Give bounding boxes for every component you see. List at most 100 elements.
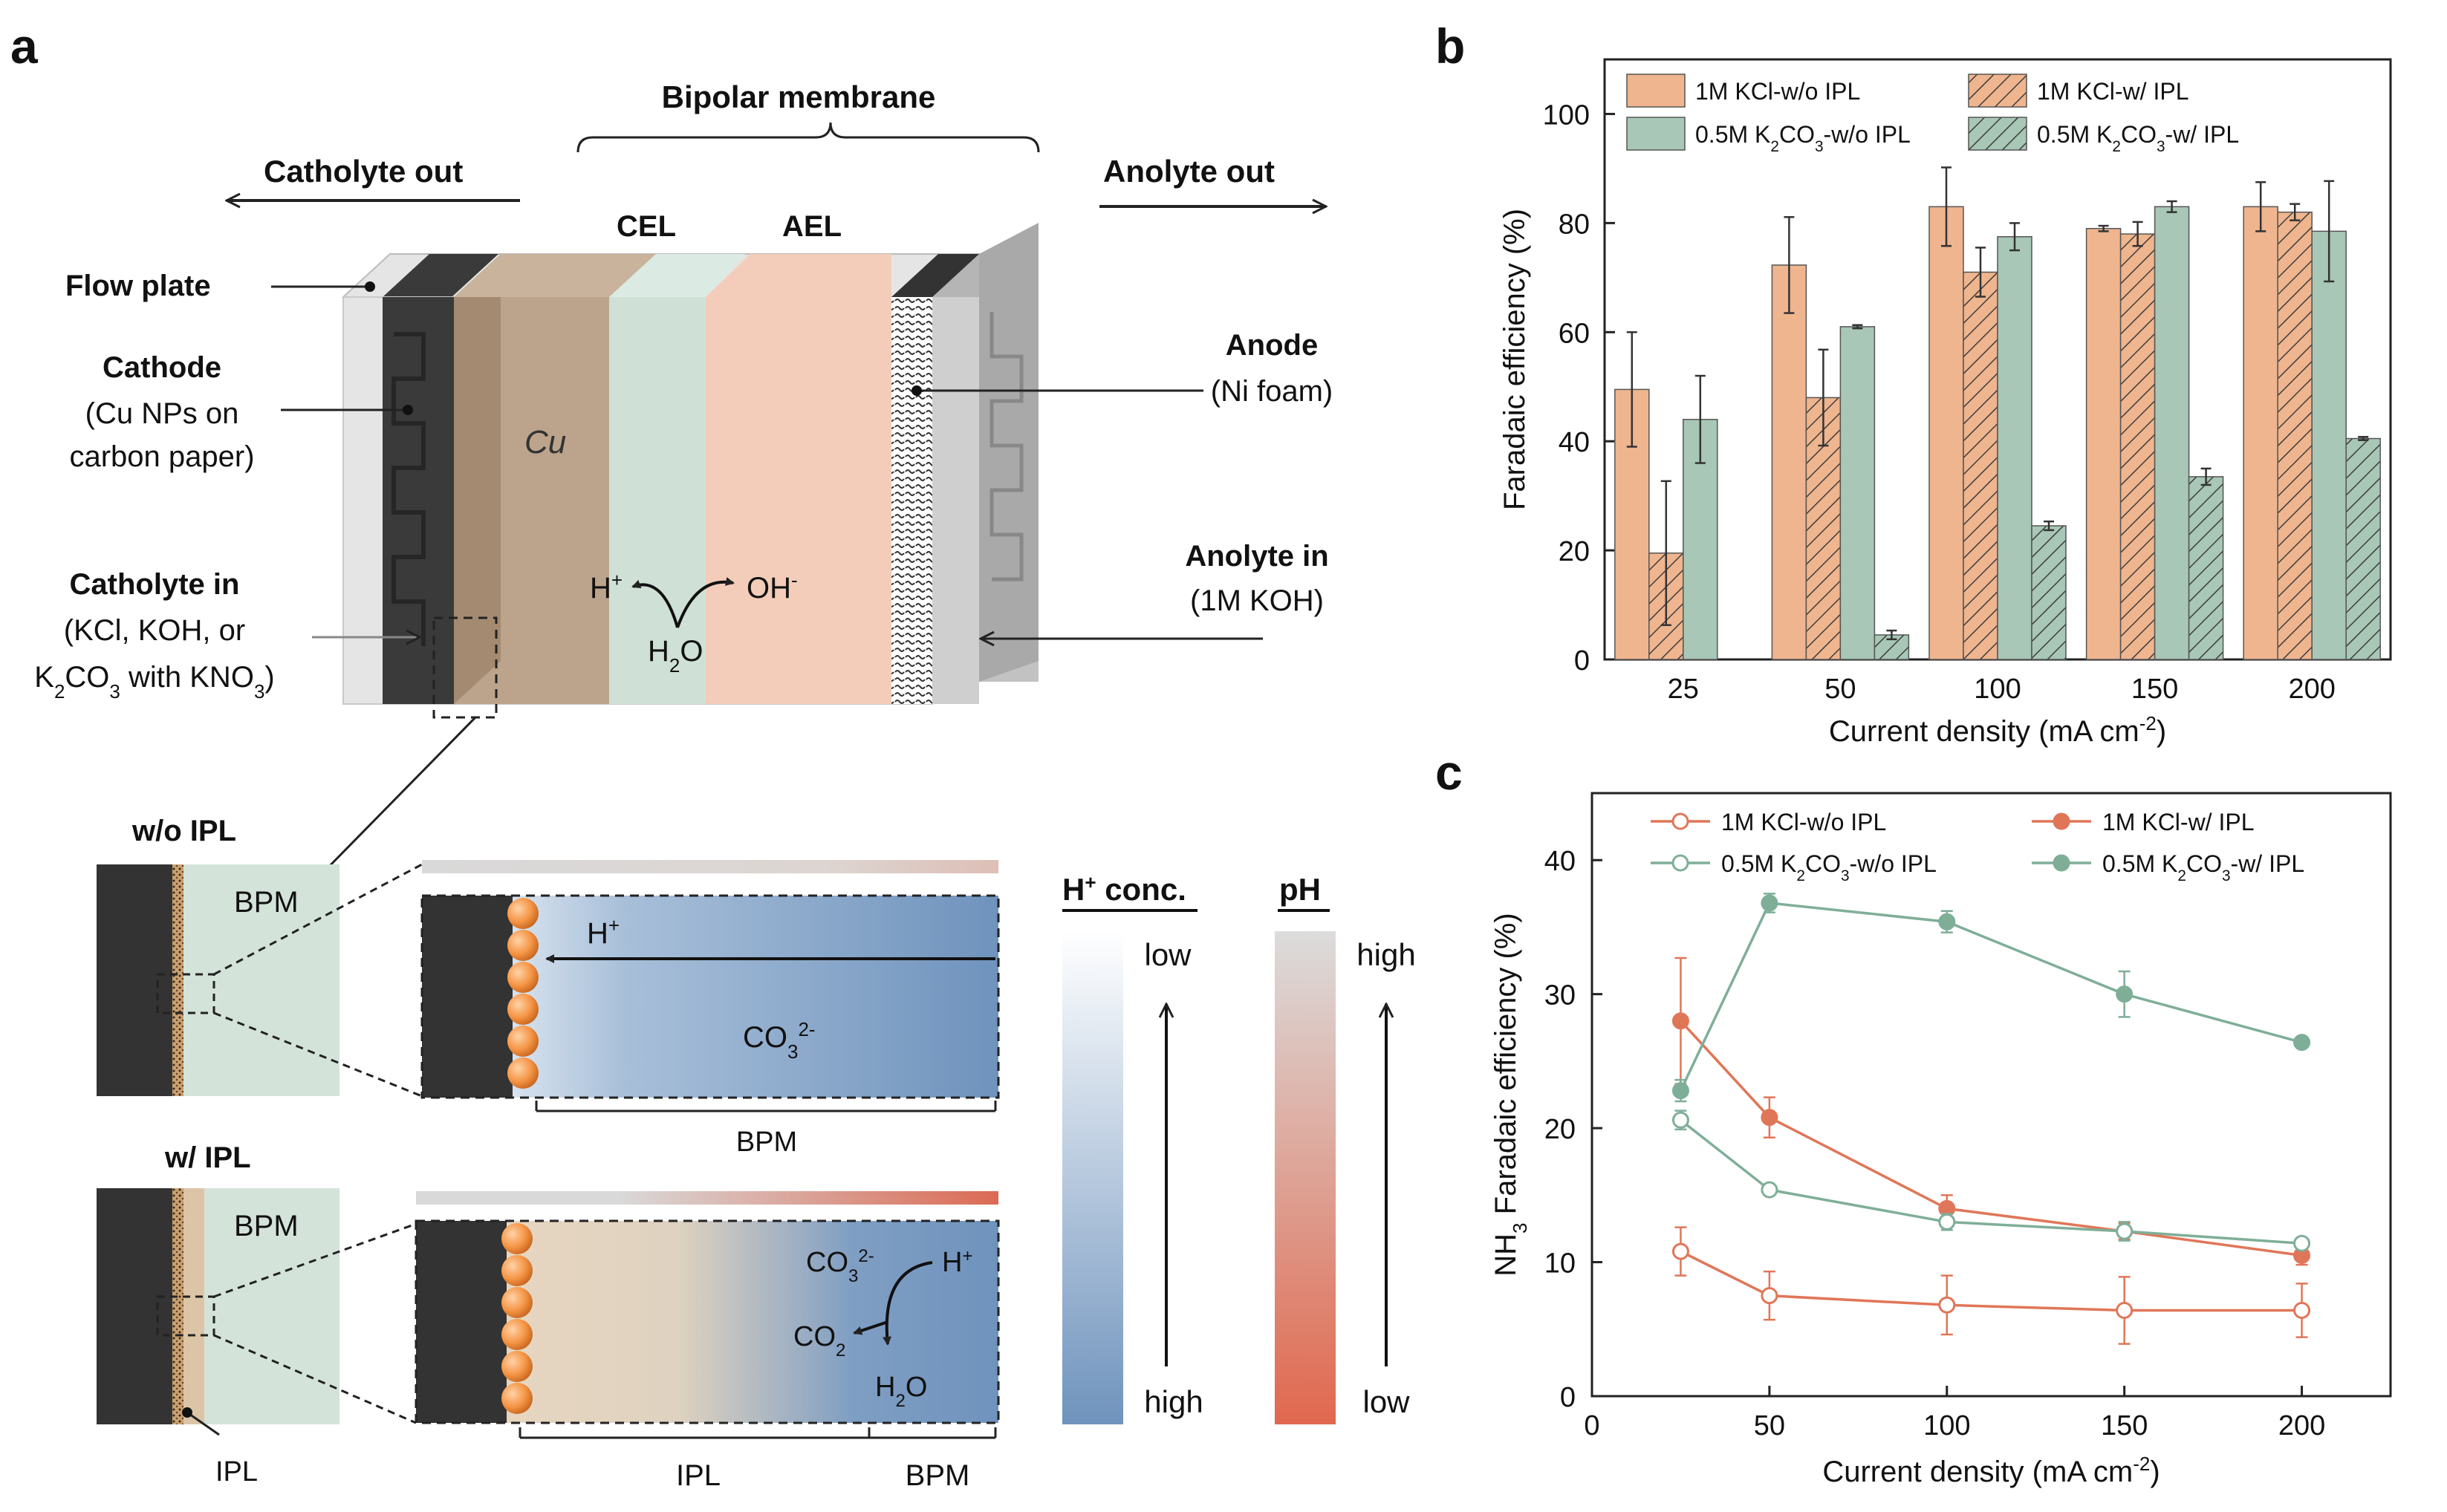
w-ipl-schematic: w/ IPL BPM IPL CO32- (97, 1141, 1000, 1492)
anode-label: Anode (1226, 329, 1318, 362)
y-axis-label: Faradaic efficiency (%) (1498, 209, 1531, 510)
svg-text:H+: H+ (587, 914, 620, 950)
bar-0-5m-k2co3-w-ipl-200 (2345, 437, 2381, 660)
panel-c-line-chart: c 0 10 20 30 40 0 50 100 150 200 NH3 Faradaic effi… (1435, 745, 2392, 1488)
h-conc-gradient-bar (1062, 931, 1123, 1424)
cathode-desc-1: (Cu NPs on (85, 397, 239, 430)
ael-label: AEL (782, 210, 842, 243)
anolyte-in-desc: (1M KOH) (1190, 584, 1324, 617)
w-ipl-label: w/ IPL (164, 1141, 251, 1174)
catholyte-out-label: Catholyte out (264, 154, 463, 189)
flow-plate-label: Flow plate (65, 270, 211, 302)
series-0-5m-k2co3-w-o-ipl (1671, 1109, 2311, 1252)
bar-1m-kcl-w-o-ipl-50 (1771, 264, 1807, 660)
ph-scale: pH high low (1275, 872, 1416, 1424)
legend: 1M KCl-w/o IPL 1M KCl-w/ IPL 0.5M K2CO3-w/… (1651, 809, 2304, 884)
y-tick-label: 60 (1559, 318, 1590, 349)
svg-text:H+: H+ (590, 569, 623, 605)
data-point (1671, 1242, 1689, 1260)
data-point (2293, 1034, 2311, 1052)
data-point (2116, 1302, 2134, 1320)
cel-label: CEL (617, 210, 676, 243)
ipl-bracket-label: IPL (676, 1459, 721, 1492)
x-tick-label: 0 (1584, 1410, 1599, 1441)
cel-layer (609, 297, 706, 704)
wo-bpm-bracket-label: BPM (736, 1127, 797, 1158)
data-point (1938, 913, 1956, 931)
x-axis-label: Current density (mA cm-2) (1829, 712, 2166, 748)
y-tick-label: 20 (1559, 536, 1590, 567)
cathode-desc-2: carbon paper) (69, 440, 254, 473)
data-point (2116, 985, 2134, 1003)
y-tick-label: 0 (1560, 1382, 1576, 1413)
catholyte-in-desc-2: K2CO3 with KNO3) (34, 661, 274, 703)
plot-frame (1590, 792, 2392, 1398)
x-tick-label: 150 (2101, 1410, 2148, 1441)
y-tick-label: 10 (1544, 1248, 1576, 1280)
ni-foam-anode (891, 297, 932, 704)
panel-a: a Cu (10, 19, 1416, 1492)
anolyte-in-label: Anolyte in (1185, 540, 1328, 573)
wo-cu-particles (507, 898, 539, 1089)
bar-1m-kcl-w-ipl-100 (1963, 271, 1998, 660)
series-line (1679, 902, 2303, 1092)
svg-text:H2O: H2O (648, 635, 703, 677)
anode-desc: (Ni foam) (1211, 375, 1333, 408)
legend-label: 0.5M K2CO3-w/o IPL (1721, 850, 1937, 884)
bpm-bracket-label: BPM (906, 1459, 970, 1492)
data-point (1671, 1082, 1689, 1100)
bar-0-5m-k2co3-w-o-ipl-150 (2154, 206, 2190, 660)
legend-label: 1M KCl-w/ IPL (2037, 78, 2188, 105)
data-point (1671, 1012, 1689, 1030)
x-tick-label: 150 (2131, 674, 2178, 705)
svg-text:OH-: OH- (747, 569, 798, 605)
legend-marker (1671, 854, 1689, 872)
y-axis-label: NH3 Faradaic efficiency (%) (1489, 913, 1531, 1276)
bar-1m-kcl-w-o-ipl-150 (2085, 227, 2122, 660)
legend-swatch (1968, 117, 2027, 151)
legend-label: 1M KCl-w/o IPL (1721, 809, 1886, 835)
svg-text:CO2: CO2 (793, 1321, 845, 1361)
bipolar-membrane-label: Bipolar membrane (662, 79, 936, 114)
svg-text:CO32-: CO32- (743, 1018, 816, 1063)
bar-0-5m-k2co3-w-o-ipl-200 (2311, 230, 2347, 660)
x-tick-label: 100 (1923, 1410, 1970, 1441)
faradaic-efficiency-bar-chart: 0 20 40 60 80 100 Faradaic efficiency (%) Curre… (1498, 58, 2392, 748)
water-dissociation: H+ OH- H2O (590, 569, 798, 677)
flow-cell-diagram: Cu Bipolar membrane CEL AEL H+ OH- (341, 79, 1040, 719)
x-axis-label: Current density (mA cm-2) (1822, 1453, 2160, 1488)
bar-1m-kcl-w-ipl-150 (2119, 233, 2156, 660)
bar-0-5m-k2co3-w-o-ipl-50 (1839, 326, 1876, 660)
x-tick-label: 50 (1824, 674, 1856, 705)
y-tick-label: 20 (1544, 1114, 1576, 1145)
h-conc-label: H+ conc. (1062, 871, 1186, 907)
ael-layer (706, 254, 847, 704)
wo-ph-bar (422, 860, 998, 873)
cathode-label: Cathode (103, 351, 221, 384)
x-tick-label: 25 (1668, 674, 1699, 705)
legend-swatch (1626, 117, 1686, 151)
x-tick-label: 200 (2278, 1410, 2325, 1441)
panel-b-bar-chart: b 0 20 40 60 80 100 Faradaic efficiency (%) Cur… (1435, 19, 2392, 748)
y-tick-label: 30 (1544, 980, 1576, 1011)
nh3-faradaic-efficiency-line-chart: 0 10 20 30 40 0 50 100 150 200 NH3 Faradaic effici… (1489, 792, 2392, 1488)
data-point (2293, 1234, 2311, 1252)
h-conc-high: high (1144, 1384, 1203, 1419)
data-point (2293, 1302, 2311, 1320)
bar-0-5m-k2co3-w-ipl-150 (2188, 476, 2224, 660)
panel-label-a: a (10, 19, 39, 74)
anolyte-out-label: Anolyte out (1103, 154, 1275, 189)
wo-bpm-label: BPM (234, 886, 299, 919)
data-point (1938, 1296, 1956, 1314)
ph-label: pH (1279, 872, 1321, 907)
svg-text:H+: H+ (942, 1246, 972, 1279)
w-ipl-small-label: IPL (215, 1456, 258, 1487)
series-line (1680, 1118, 2302, 1245)
x-tick-label: 200 (2288, 674, 2335, 705)
ph-low: low (1362, 1384, 1410, 1419)
legend-label: 0.5M K2CO3-w/ IPL (2102, 850, 2304, 884)
data-point (1671, 1111, 1689, 1129)
series-0-5m-k2co3-w-ipl (1671, 893, 2311, 1103)
data-point (1761, 894, 1778, 912)
cell-annotations: Catholyte out Anolyte out Flow plate Cat… (34, 154, 1333, 703)
